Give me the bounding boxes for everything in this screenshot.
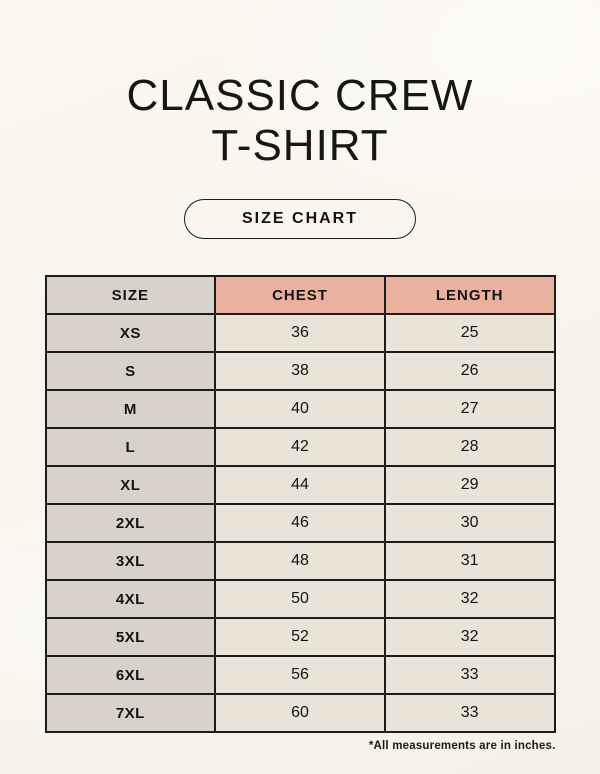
size-cell: L [44, 427, 217, 468]
chest-cell: 36 [214, 313, 386, 354]
column-header-chest: CHEST [214, 275, 386, 316]
length-cell: 28 [383, 427, 556, 468]
column-header-size: SIZE [44, 275, 217, 316]
table-row: XS 36 25 [44, 313, 556, 354]
size-chart-table: SIZE CHEST LENGTH XS 36 25 S 38 26 M 40 27 L 42 28 X… [44, 275, 556, 734]
chest-cell: 56 [214, 655, 386, 696]
length-cell: 32 [383, 617, 556, 658]
size-cell: S [44, 351, 217, 392]
table-row: 6XL 56 33 [44, 655, 556, 696]
table-row: M 40 27 [44, 389, 556, 430]
table-row: S 38 26 [44, 351, 556, 392]
table-row: 5XL 52 32 [44, 617, 556, 658]
table-row: 4XL 50 32 [44, 579, 556, 620]
table-row: 2XL 46 30 [44, 503, 556, 544]
table-row: L 42 28 [44, 427, 556, 468]
column-header-length: LENGTH [383, 275, 556, 316]
measurements-footnote: *All measurements are in inches. [368, 740, 556, 753]
chest-cell: 50 [214, 579, 386, 620]
chest-cell: 52 [214, 617, 386, 658]
size-cell: 2XL [44, 503, 217, 544]
size-cell: 4XL [44, 579, 217, 620]
page-title: CLASSIC CREW T-SHIRT [0, 71, 600, 170]
size-cell: 3XL [44, 541, 217, 582]
table-row: 7XL 60 33 [44, 693, 556, 734]
chest-cell: 40 [214, 389, 386, 430]
size-chart-button[interactable]: SIZE CHART [184, 199, 416, 240]
chest-cell: 38 [214, 351, 386, 392]
length-cell: 32 [383, 579, 556, 620]
size-cell: 6XL [44, 655, 217, 696]
length-cell: 31 [383, 541, 556, 582]
size-cell: XS [44, 313, 217, 354]
length-cell: 33 [383, 693, 556, 734]
length-cell: 33 [383, 655, 556, 696]
table-row: 3XL 48 31 [44, 541, 556, 582]
size-cell: XL [44, 465, 217, 506]
page-title-line2: T-SHIRT [211, 120, 389, 170]
chest-cell: 44 [214, 465, 386, 506]
page-title-line1: CLASSIC CREW [126, 71, 474, 121]
chest-cell: 46 [214, 503, 386, 544]
chest-cell: 60 [214, 693, 386, 734]
chest-cell: 48 [214, 541, 386, 582]
table-header-row: SIZE CHEST LENGTH [44, 275, 556, 316]
size-cell: 7XL [44, 693, 217, 734]
size-cell: M [44, 389, 217, 430]
length-cell: 29 [383, 465, 556, 506]
length-cell: 27 [383, 389, 556, 430]
length-cell: 25 [383, 313, 556, 354]
length-cell: 30 [383, 503, 556, 544]
chest-cell: 42 [214, 427, 386, 468]
table-row: XL 44 29 [44, 465, 556, 506]
length-cell: 26 [383, 351, 556, 392]
size-cell: 5XL [44, 617, 217, 658]
